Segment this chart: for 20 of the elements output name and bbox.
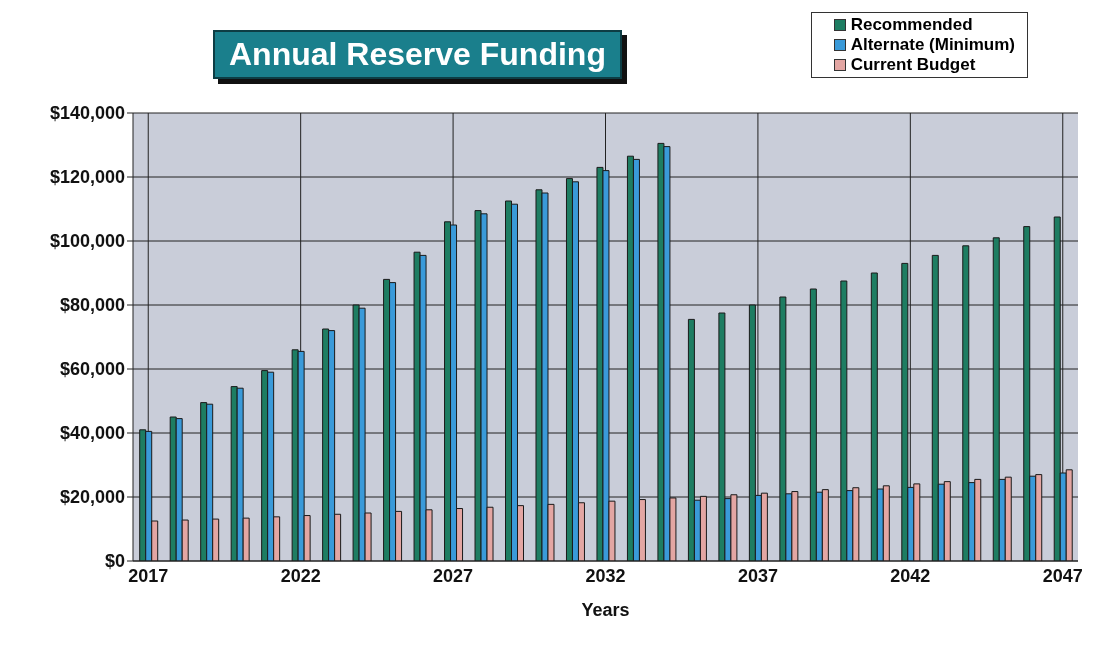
x-tick-label: 2027 — [433, 565, 474, 586]
x-tick-label: 2047 — [1042, 565, 1083, 586]
x-axis-title: Years — [581, 600, 630, 620]
legend-label: Current Budget — [850, 55, 976, 75]
chart-title: Annual Reserve Funding — [213, 30, 622, 79]
y-tick-label: $140,000 — [49, 103, 125, 124]
x-tick-label: 2017 — [128, 565, 169, 586]
y-tick-label: $100,000 — [49, 231, 125, 252]
legend-label: Recommended — [850, 15, 973, 35]
y-tick-label: $20,000 — [59, 487, 125, 508]
x-tick-label: 2032 — [585, 565, 626, 586]
y-tick-label: $80,000 — [59, 295, 125, 316]
x-tick-label: 2037 — [737, 565, 778, 586]
x-tick-label: 2022 — [280, 565, 321, 586]
y-tick-label: $40,000 — [59, 423, 125, 444]
legend-label: Alternate (Minimum) — [850, 35, 1015, 55]
x-tick-label: 2042 — [890, 565, 931, 586]
y-tick-label: $120,000 — [49, 167, 125, 188]
y-tick-label: $60,000 — [59, 359, 125, 380]
y-tick-label: $0 — [104, 551, 125, 572]
